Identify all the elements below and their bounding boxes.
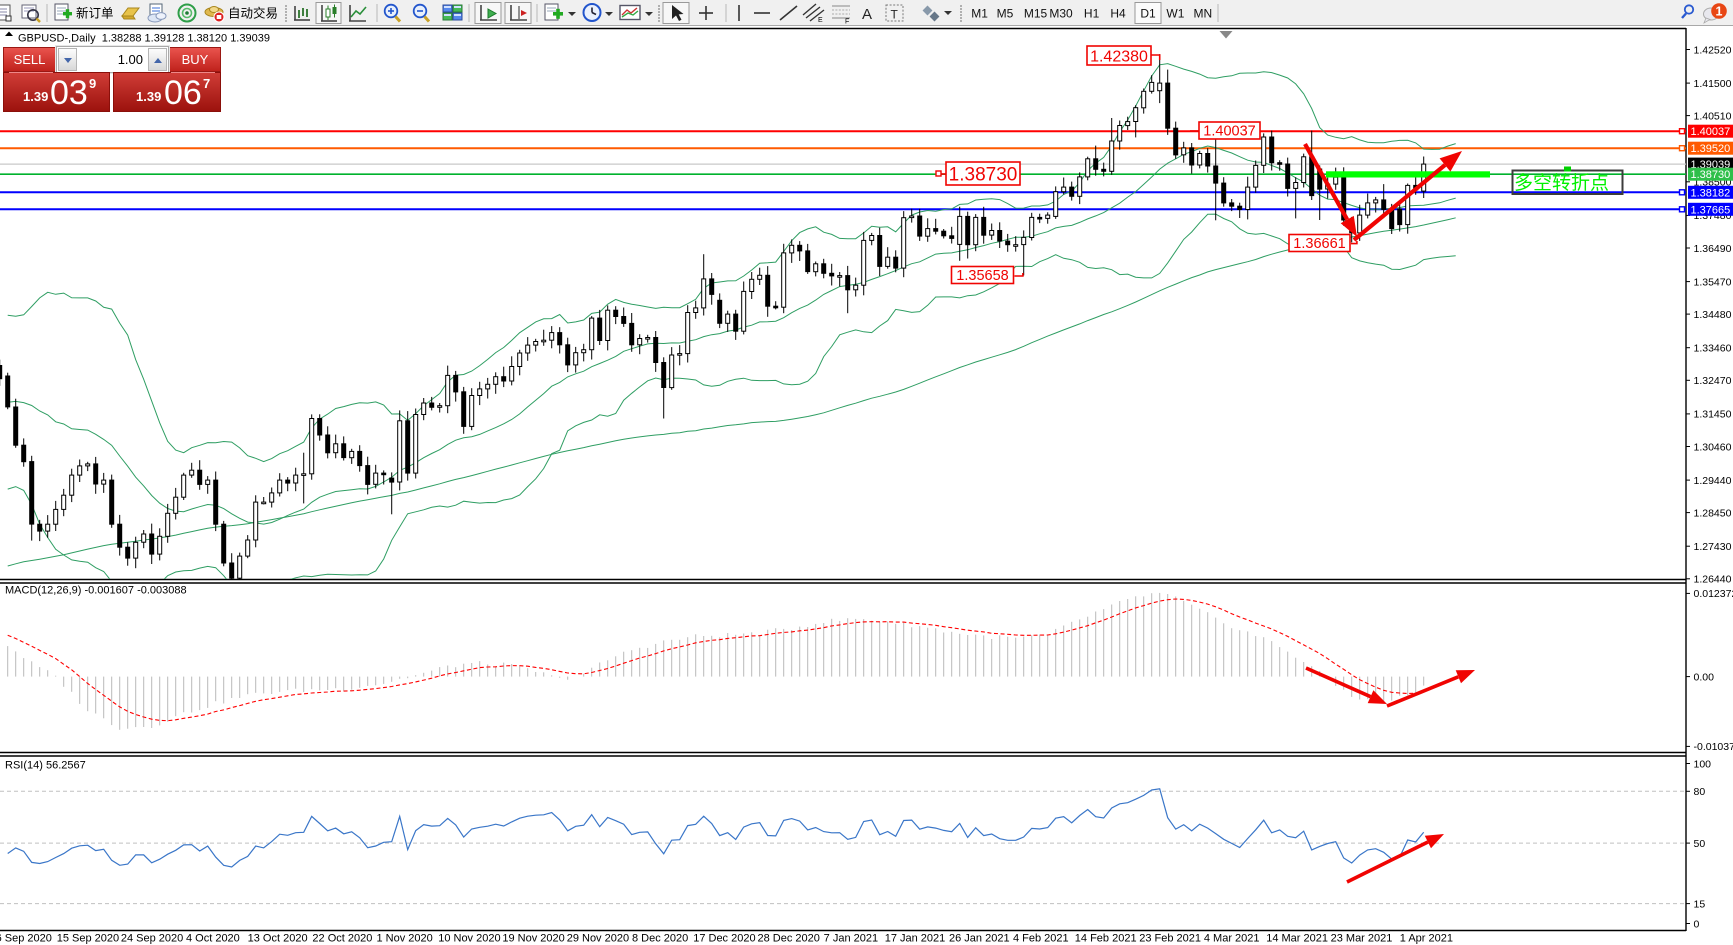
svg-text:17 Jan 2021: 17 Jan 2021	[885, 933, 946, 945]
svg-text:0.012372: 0.012372	[1694, 588, 1733, 600]
svg-text:M30: M30	[1049, 7, 1073, 21]
svg-text:1.38182: 1.38182	[1691, 187, 1731, 199]
svg-text:1.40037: 1.40037	[1203, 124, 1255, 140]
svg-text:1.42380: 1.42380	[1090, 48, 1148, 65]
svg-text:28 Dec 2020: 28 Dec 2020	[758, 933, 820, 945]
svg-text:1.32470: 1.32470	[1694, 375, 1732, 387]
svg-text:E: E	[818, 17, 823, 24]
svg-text:23 Mar 2021: 23 Mar 2021	[1331, 933, 1393, 945]
svg-text:4 Mar 2021: 4 Mar 2021	[1204, 933, 1260, 945]
svg-text:1.39520: 1.39520	[1691, 143, 1731, 155]
svg-text:RSI(14) 56.2567: RSI(14) 56.2567	[5, 760, 86, 772]
svg-text:T: T	[891, 8, 899, 22]
svg-text:1.31450: 1.31450	[1694, 409, 1732, 421]
svg-text:H4: H4	[1110, 7, 1126, 21]
svg-text:新订单: 新订单	[76, 6, 114, 21]
svg-text:1.29440: 1.29440	[1694, 475, 1732, 487]
svg-text:1.40510: 1.40510	[1694, 110, 1732, 122]
svg-text:1.41500: 1.41500	[1694, 78, 1732, 90]
svg-text:1.27430: 1.27430	[1694, 541, 1732, 553]
svg-text:26 Jan 2021: 26 Jan 2021	[949, 933, 1010, 945]
svg-text:F: F	[845, 19, 849, 26]
svg-text:6 Sep 2020: 6 Sep 2020	[0, 933, 52, 945]
svg-text:M5: M5	[997, 7, 1014, 21]
svg-text:1.28450: 1.28450	[1694, 507, 1732, 519]
svg-text:1: 1	[1716, 5, 1723, 19]
svg-text:1.40037: 1.40037	[1691, 126, 1731, 138]
svg-text:80: 80	[1694, 786, 1706, 798]
svg-text:14 Feb 2021: 14 Feb 2021	[1075, 933, 1137, 945]
svg-text:29 Nov 2020: 29 Nov 2020	[567, 933, 629, 945]
svg-text:0: 0	[1694, 918, 1700, 930]
svg-text:100: 100	[1694, 758, 1712, 770]
svg-text:A: A	[862, 6, 872, 23]
svg-text:17 Dec 2020: 17 Dec 2020	[693, 933, 755, 945]
svg-text:15 Sep 2020: 15 Sep 2020	[57, 933, 119, 945]
svg-text:1.35470: 1.35470	[1694, 276, 1732, 288]
svg-text:自动交易: 自动交易	[228, 6, 278, 21]
svg-text:1.42520: 1.42520	[1694, 44, 1732, 56]
svg-text:4 Feb 2021: 4 Feb 2021	[1013, 933, 1069, 945]
svg-text:1.33460: 1.33460	[1694, 343, 1732, 355]
svg-text:H1: H1	[1084, 7, 1100, 21]
svg-text:MN: MN	[1193, 7, 1212, 21]
svg-text:1.38730: 1.38730	[1691, 169, 1731, 181]
svg-text:4 Oct 2020: 4 Oct 2020	[186, 933, 240, 945]
svg-text:-0.010374: -0.010374	[1694, 741, 1733, 753]
svg-text:D1: D1	[1140, 7, 1156, 21]
svg-text:10 Nov 2020: 10 Nov 2020	[438, 933, 500, 945]
svg-text:23 Feb 2021: 23 Feb 2021	[1139, 933, 1201, 945]
svg-text:1 Nov 2020: 1 Nov 2020	[376, 933, 432, 945]
svg-text:50: 50	[1694, 838, 1706, 850]
svg-text:7 Jan 2021: 7 Jan 2021	[824, 933, 878, 945]
svg-text:1.36490: 1.36490	[1694, 243, 1732, 255]
svg-text:M15: M15	[1024, 7, 1048, 21]
svg-text:1.26440: 1.26440	[1694, 574, 1732, 586]
svg-text:1.36661: 1.36661	[1293, 236, 1345, 252]
svg-text:1.30460: 1.30460	[1694, 441, 1732, 453]
svg-text:1.38730: 1.38730	[949, 164, 1018, 185]
svg-text:W1: W1	[1166, 7, 1184, 21]
svg-text:0.00: 0.00	[1694, 671, 1715, 683]
svg-text:19 Nov 2020: 19 Nov 2020	[502, 933, 564, 945]
svg-text:M1: M1	[971, 7, 988, 21]
svg-text:22 Oct 2020: 22 Oct 2020	[312, 933, 372, 945]
svg-text:15: 15	[1694, 898, 1706, 910]
svg-text:1.37665: 1.37665	[1691, 204, 1731, 216]
svg-text:13 Oct 2020: 13 Oct 2020	[248, 933, 308, 945]
svg-text:1.35658: 1.35658	[956, 268, 1008, 284]
svg-text:14 Mar 2021: 14 Mar 2021	[1266, 933, 1328, 945]
svg-text:1.34480: 1.34480	[1694, 309, 1732, 321]
svg-text:MACD(12,26,9) -0.001607 -0.003: MACD(12,26,9) -0.001607 -0.003088	[5, 585, 187, 597]
svg-text:GBPUSD-,Daily 1.38288 1.39128: GBPUSD-,Daily 1.38288 1.39128 1.38120 1.…	[18, 33, 270, 45]
svg-text:24 Sep 2020: 24 Sep 2020	[121, 933, 183, 945]
svg-text:8 Dec 2020: 8 Dec 2020	[632, 933, 688, 945]
svg-text:1 Apr 2021: 1 Apr 2021	[1400, 933, 1453, 945]
svg-text:多空转折点: 多空转折点	[1514, 172, 1609, 194]
